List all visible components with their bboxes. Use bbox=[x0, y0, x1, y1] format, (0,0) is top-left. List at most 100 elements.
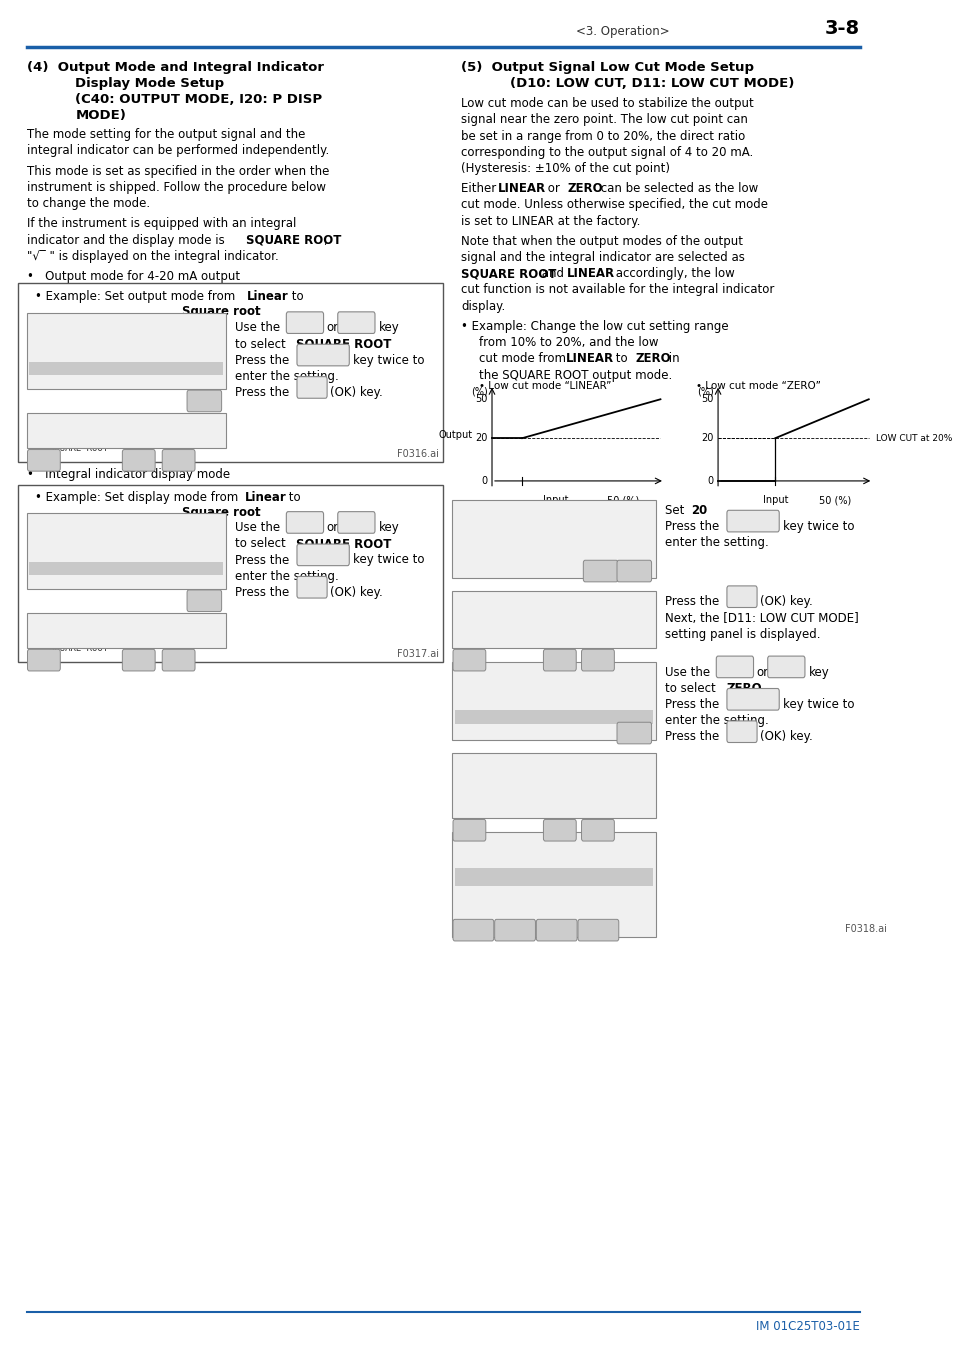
FancyBboxPatch shape bbox=[617, 722, 651, 744]
Text: to select: to select bbox=[234, 537, 289, 551]
Text: FEED: FEED bbox=[457, 826, 479, 834]
Text: • Example: Set display mode from: • Example: Set display mode from bbox=[35, 491, 242, 505]
Text: (Hysteresis: ±10% of the cut point): (Hysteresis: ±10% of the cut point) bbox=[460, 162, 669, 176]
Text: 50 (%): 50 (%) bbox=[607, 495, 639, 505]
Text: •   Integral indicator display mode: • Integral indicator display mode bbox=[27, 468, 230, 482]
Text: to: to bbox=[611, 352, 630, 366]
Text: display.: display. bbox=[460, 300, 505, 313]
Bar bbox=[30, 362, 223, 375]
Text: 0: 0 bbox=[481, 477, 487, 486]
Text: <3. Operation>: <3. Operation> bbox=[576, 24, 669, 38]
Text: ZERO: ZERO bbox=[635, 352, 671, 366]
Text: D11:LOW CUT MODE: D11:LOW CUT MODE bbox=[465, 771, 551, 780]
Text: LINEAR: LINEAR bbox=[49, 344, 81, 354]
Text: (4)  Output Mode and Integral Indicator: (4) Output Mode and Integral Indicator bbox=[27, 61, 323, 74]
Text: ESC: ESC bbox=[626, 728, 642, 736]
Text: key: key bbox=[378, 521, 399, 535]
Text: • Low cut mode “ZERO”: • Low cut mode “ZERO” bbox=[695, 381, 820, 390]
Bar bbox=[30, 562, 223, 575]
FancyBboxPatch shape bbox=[617, 560, 651, 582]
Text: F4: F4 bbox=[304, 382, 319, 393]
FancyBboxPatch shape bbox=[286, 312, 323, 333]
Text: Input: Input bbox=[542, 495, 568, 505]
Text: C40:OUTPUT MODE: C40:OUTPUT MODE bbox=[40, 431, 120, 440]
Text: Press the: Press the bbox=[664, 698, 719, 711]
Text: corresponding to the output signal of 4 to 20 mA.: corresponding to the output signal of 4 … bbox=[460, 146, 753, 159]
Text: NORMAL: NORMAL bbox=[465, 919, 497, 929]
Bar bbox=[27, 313, 226, 389]
Text: Linear: Linear bbox=[246, 290, 288, 304]
Text: SET: SET bbox=[31, 617, 47, 626]
FancyBboxPatch shape bbox=[543, 819, 576, 841]
Text: to select: to select bbox=[234, 338, 289, 351]
FancyBboxPatch shape bbox=[726, 586, 757, 608]
Text: enter the setting.: enter the setting. bbox=[234, 370, 338, 383]
Text: be set in a range from 0 to 20%, the direct ratio: be set in a range from 0 to 20%, the dir… bbox=[460, 130, 744, 143]
Text: 50 (%): 50 (%) bbox=[819, 495, 851, 505]
Text: (5)  Output Signal Low Cut Mode Setup: (5) Output Signal Low Cut Mode Setup bbox=[460, 61, 753, 74]
Text: F4: F4 bbox=[734, 591, 748, 602]
Text: ZERO: ZERO bbox=[465, 892, 486, 902]
FancyBboxPatch shape bbox=[495, 919, 535, 941]
Text: signal near the zero point. The low cut point can: signal near the zero point. The low cut … bbox=[460, 113, 747, 127]
FancyBboxPatch shape bbox=[578, 919, 618, 941]
Text: OK: OK bbox=[172, 456, 184, 464]
Text: F0316.ai: F0316.ai bbox=[396, 450, 438, 459]
Text: LINEAR: LINEAR bbox=[565, 352, 613, 366]
FancyBboxPatch shape bbox=[536, 919, 577, 941]
Text: or: or bbox=[326, 321, 338, 335]
FancyBboxPatch shape bbox=[296, 344, 349, 366]
Text: ZERO: ZERO bbox=[567, 182, 602, 196]
Text: .: . bbox=[234, 354, 238, 367]
Text: Low cut mode can be used to stabilize the output: Low cut mode can be used to stabilize th… bbox=[460, 97, 753, 111]
Text: accordingly, the low: accordingly, the low bbox=[611, 267, 734, 281]
Text: and: and bbox=[537, 267, 567, 281]
FancyBboxPatch shape bbox=[726, 721, 757, 743]
Text: ZERO: ZERO bbox=[474, 784, 496, 794]
Text: cut function is not available for the integral indicator: cut function is not available for the in… bbox=[460, 284, 774, 297]
Text: 20: 20 bbox=[700, 433, 713, 443]
Text: • Example: Set output mode from: • Example: Set output mode from bbox=[35, 290, 239, 304]
Text: integral indicator can be performed independently.: integral indicator can be performed inde… bbox=[27, 144, 329, 158]
Text: cut mode. Unless otherwise specified, the cut mode: cut mode. Unless otherwise specified, th… bbox=[460, 198, 767, 212]
Text: 20.0 %: 20.0 % bbox=[465, 863, 497, 872]
Text: Press the: Press the bbox=[664, 595, 719, 609]
Text: key: key bbox=[378, 321, 399, 335]
Text: indicator and the display mode is: indicator and the display mode is bbox=[27, 234, 228, 247]
Text: Display Mode Setup: Display Mode Setup bbox=[75, 77, 224, 90]
Text: 20: 20 bbox=[475, 433, 487, 443]
Text: Input: Input bbox=[761, 495, 787, 505]
Text: ∨: ∨ bbox=[352, 516, 360, 529]
Text: The mode setting for the output signal and the: The mode setting for the output signal a… bbox=[27, 128, 305, 142]
FancyBboxPatch shape bbox=[286, 512, 323, 533]
Text: ESC: ESC bbox=[590, 925, 606, 933]
Text: Set: Set bbox=[664, 504, 687, 517]
Text: signal and the integral indicator are selected as: signal and the integral indicator are se… bbox=[460, 251, 744, 265]
Text: ENTER: ENTER bbox=[305, 350, 340, 360]
Bar bbox=[18, 485, 443, 662]
FancyBboxPatch shape bbox=[28, 649, 60, 671]
Text: to change the mode.: to change the mode. bbox=[27, 197, 150, 211]
Text: from 10% to 20%, and the low: from 10% to 20%, and the low bbox=[478, 336, 658, 350]
Text: NO: NO bbox=[132, 456, 145, 464]
Text: .: . bbox=[254, 305, 258, 319]
Text: 0: 0 bbox=[707, 477, 713, 486]
Text: Square root: Square root bbox=[181, 506, 260, 520]
Text: (D10: LOW CUT, D11: LOW CUT MODE): (D10: LOW CUT, D11: LOW CUT MODE) bbox=[509, 77, 793, 90]
Text: < LINEAR >: < LINEAR > bbox=[474, 693, 527, 702]
Text: ENTER: ENTER bbox=[305, 549, 340, 560]
Text: SQUARE ROOT: SQUARE ROOT bbox=[49, 444, 108, 454]
Text: ∧: ∧ bbox=[730, 660, 739, 674]
Text: 50: 50 bbox=[700, 394, 713, 404]
Text: ESC: ESC bbox=[196, 597, 213, 605]
Text: SQUARE ROOT: SQUARE ROOT bbox=[295, 537, 391, 551]
Bar bbox=[452, 753, 656, 818]
Bar bbox=[18, 284, 443, 462]
FancyBboxPatch shape bbox=[767, 656, 804, 678]
Text: key: key bbox=[807, 666, 828, 679]
Bar bbox=[452, 500, 656, 578]
Text: setting panel is displayed.: setting panel is displayed. bbox=[664, 628, 820, 641]
Text: PARAM: PARAM bbox=[456, 836, 483, 845]
Text: ∧: ∧ bbox=[300, 316, 309, 329]
Text: This mode is set as specified in the order when the: This mode is set as specified in the ord… bbox=[27, 165, 329, 178]
